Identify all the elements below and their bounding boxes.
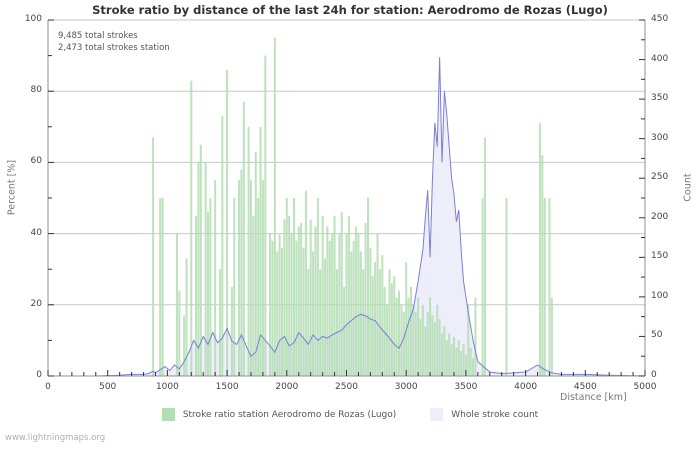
legend-label-area: Whole stroke count <box>451 409 539 420</box>
x-tick-label: 3000 <box>394 382 418 392</box>
x-tick-label: 500 <box>99 382 117 392</box>
annotation-total-strokes: 9,485 total strokes <box>58 31 138 41</box>
x-tick-label: 5000 <box>633 382 657 392</box>
x-axis-label: Distance [km] <box>560 392 627 403</box>
y-tick-label-right: 400 <box>651 53 669 64</box>
y-tick-label-right: 100 <box>651 290 669 301</box>
y-axis-label-right: Count <box>682 173 694 202</box>
legend-item-bar: Stroke ratio station Aerodromo de Rozas … <box>161 408 397 421</box>
y-tick-label-left: 20 <box>30 298 42 309</box>
y-tick-label-right: 250 <box>651 172 669 183</box>
legend-swatch-bar <box>161 408 175 421</box>
annotation-total-strokes-station: 2,473 total strokes station <box>58 43 170 53</box>
footer-url: www.lightningmaps.org <box>5 433 106 443</box>
x-tick-label: 2000 <box>275 382 299 392</box>
chart-title: Stroke ratio by distance of the last 24h… <box>92 3 608 17</box>
y-tick-label-right: 450 <box>651 14 669 24</box>
y-tick-label-right: 50 <box>651 330 663 341</box>
legend-label-bar: Stroke ratio station Aerodromo de Rozas … <box>182 409 397 420</box>
x-tick-label: 1500 <box>215 382 239 392</box>
x-tick-label: 4000 <box>514 382 538 392</box>
y-tick-label-left: 80 <box>30 85 42 96</box>
y-tick-label-right: 0 <box>651 370 657 380</box>
y-tick-label-right: 350 <box>651 93 669 104</box>
y-tick-label-left: 100 <box>24 14 42 24</box>
x-tick-label: 3500 <box>454 382 478 392</box>
legend-item-area: Whole stroke count <box>430 408 538 421</box>
y-tick-label-right: 300 <box>651 132 669 143</box>
x-tick-label: 4500 <box>573 382 597 392</box>
x-tick-label: 0 <box>45 382 51 392</box>
y-axis-label-left: Percent [%] <box>6 159 18 216</box>
plot-area <box>47 19 646 377</box>
legend-swatch-area <box>430 408 444 421</box>
x-tick-label: 1000 <box>155 382 179 392</box>
y-tick-label-right: 200 <box>651 211 669 222</box>
y-tick-label-left: 0 <box>36 370 42 380</box>
chart-legend: Stroke ratio station Aerodromo de Rozas … <box>0 408 700 421</box>
y-tick-label-left: 60 <box>30 156 42 167</box>
y-tick-label-right: 150 <box>651 251 669 262</box>
y-tick-label-left: 40 <box>30 227 42 238</box>
x-tick-label: 2500 <box>335 382 358 392</box>
